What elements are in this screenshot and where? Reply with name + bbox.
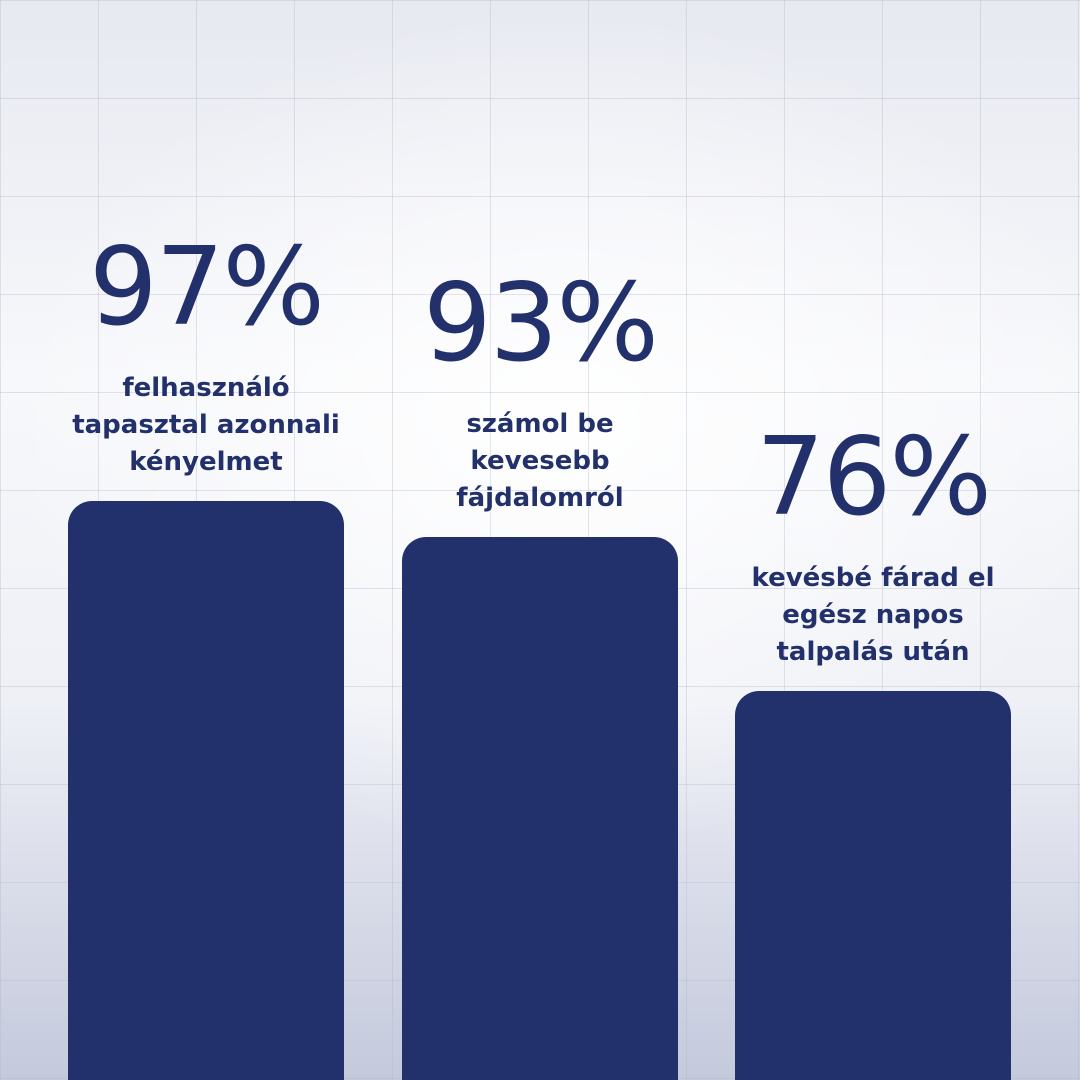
value-label-1: 97% (88, 225, 325, 350)
description-line: tapasztal azonnali (72, 410, 340, 440)
description-line: kevesebb (470, 446, 610, 477)
value-label-2: 93% (422, 261, 659, 387)
bar-1 (68, 501, 344, 1080)
bar-description-2: számol be kevesebb fájdalomról (410, 406, 670, 517)
description-line: talpalás után (776, 637, 970, 667)
description-line: felhasználó (122, 373, 290, 403)
value-label-3: 76% (755, 415, 992, 540)
description-line: egész napos (782, 600, 964, 630)
bar-2 (402, 537, 678, 1080)
bar-description-1: felhasználó tapasztal azonnali kényelmet (56, 370, 356, 481)
description-line: kevésbé fárad el (751, 563, 995, 593)
bar-description-3: kevésbé fárad el egész napos talpalás után (728, 560, 1018, 671)
bar-3 (735, 691, 1011, 1080)
description-line: fájdalomról (456, 483, 624, 514)
description-line: kényelmet (129, 447, 283, 477)
description-line: számol be (466, 409, 614, 440)
